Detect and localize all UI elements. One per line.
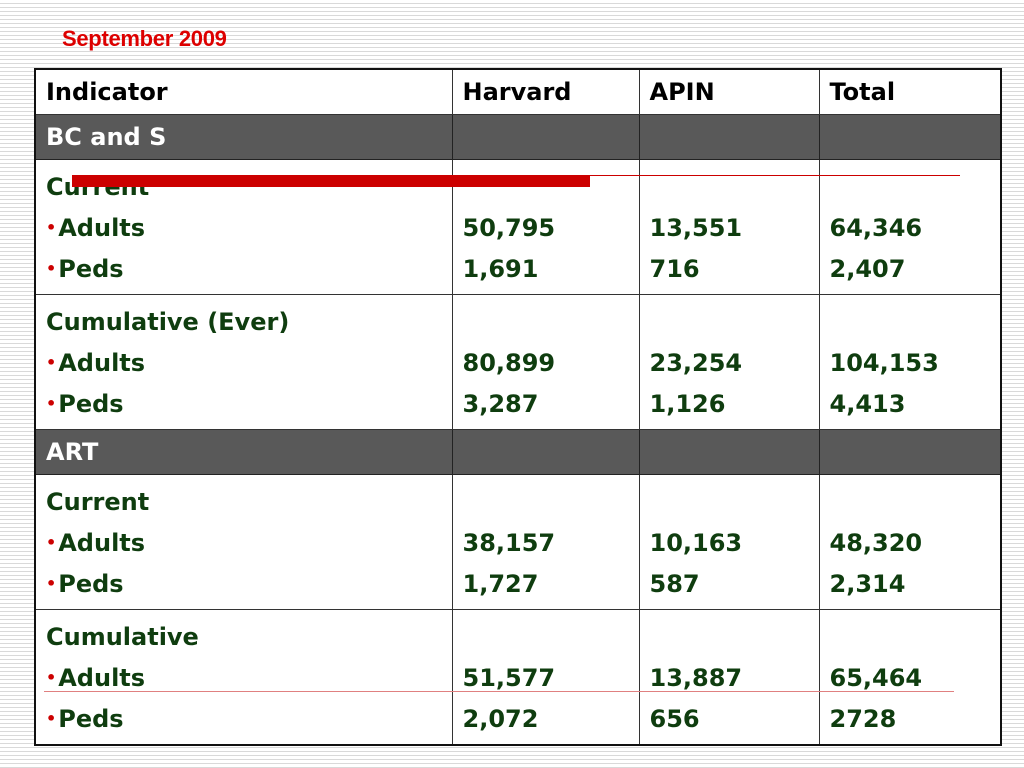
apin-cell: 13,887 656 <box>638 609 820 746</box>
total-cell: 65,464 2728 <box>818 609 1002 746</box>
section-empty-cell <box>818 114 1002 160</box>
row-label: Adults <box>58 529 146 557</box>
strikethrough-bar <box>72 175 590 187</box>
bullet-icon: • <box>46 574 57 593</box>
list-item: •Adults <box>46 343 452 384</box>
apin-value: 1,126 <box>649 390 726 418</box>
total-value: 64,346 <box>829 214 923 242</box>
harvard-cell: 80,899 3,287 <box>451 294 640 430</box>
list-item: •Peds <box>46 384 452 425</box>
total-value: 2,314 <box>829 570 906 598</box>
section-empty-cell <box>451 114 640 160</box>
apin-value: 10,163 <box>649 529 743 557</box>
row-label: Peds <box>58 705 124 733</box>
indicator-cell: Cumulative •Adults •Peds <box>34 609 453 746</box>
total-value: 104,153 <box>829 349 939 377</box>
section-empty-cell <box>451 429 640 475</box>
indicator-cell: Current •Adults •Peds <box>34 474 453 610</box>
row-label: Peds <box>58 255 124 283</box>
indicator-table: Indicator Harvard APIN Total BC and S Cu… <box>34 68 1002 746</box>
header-total: Total <box>818 68 1002 115</box>
harvard-value: 38,157 <box>462 529 556 557</box>
section-label: ART <box>34 429 453 475</box>
underline-rule <box>44 691 954 692</box>
total-value: 65,464 <box>829 664 923 692</box>
bullet-icon: • <box>46 668 57 687</box>
section-empty-cell <box>638 114 820 160</box>
harvard-value: 1,727 <box>462 570 539 598</box>
bullet-icon: • <box>46 259 57 278</box>
header-harvard: Harvard <box>451 68 640 115</box>
harvard-value: 3,287 <box>462 390 539 418</box>
apin-value: 23,254 <box>649 349 743 377</box>
group-label: Cumulative <box>46 623 199 651</box>
row-label: Adults <box>58 349 146 377</box>
header-indicator: Indicator <box>34 68 453 115</box>
total-value: 2728 <box>829 705 897 733</box>
group-label: Cumulative (Ever) <box>46 308 290 336</box>
bullet-icon: • <box>46 353 57 372</box>
list-item: •Peds <box>46 699 452 740</box>
harvard-cell: 38,157 1,727 <box>451 474 640 610</box>
harvard-value: 51,577 <box>462 664 556 692</box>
row-label: Peds <box>58 390 124 418</box>
header-row: Indicator Harvard APIN Total <box>34 68 1002 115</box>
total-value: 2,407 <box>829 255 906 283</box>
bullet-icon: • <box>46 394 57 413</box>
apin-cell: 23,254 1,126 <box>638 294 820 430</box>
row-label: Peds <box>58 570 124 598</box>
indicator-cell: Cumulative (Ever) •Adults •Peds <box>34 294 453 430</box>
harvard-cell: 51,577 2,072 <box>451 609 640 746</box>
group-row-art-cumulative: Cumulative •Adults •Peds 51,577 2,072 13… <box>34 609 1002 746</box>
bullet-icon: • <box>46 709 57 728</box>
total-cell: 64,346 2,407 <box>818 159 1002 295</box>
apin-value: 13,887 <box>649 664 743 692</box>
total-cell: 104,153 4,413 <box>818 294 1002 430</box>
section-empty-cell <box>638 429 820 475</box>
bullet-icon: • <box>46 218 57 237</box>
apin-cell: 13,551 716 <box>638 159 820 295</box>
group-label: Current <box>46 173 150 201</box>
strikethrough-line <box>590 175 960 176</box>
row-label: Adults <box>58 214 146 242</box>
header-apin: APIN <box>638 68 820 115</box>
row-label: Adults <box>58 664 146 692</box>
section-empty-cell <box>818 429 1002 475</box>
total-value: 48,320 <box>829 529 923 557</box>
section-row-art: ART <box>34 429 1002 475</box>
list-item: •Adults <box>46 208 452 249</box>
section-label: BC and S <box>34 114 453 160</box>
apin-cell: 10,163 587 <box>638 474 820 610</box>
group-row-bcs-cumulative: Cumulative (Ever) •Adults •Peds 80,899 3… <box>34 294 1002 430</box>
harvard-value: 2,072 <box>462 705 539 733</box>
total-value: 4,413 <box>829 390 906 418</box>
list-item: •Peds <box>46 249 452 290</box>
apin-value: 656 <box>649 705 700 733</box>
bullet-icon: • <box>46 533 57 552</box>
list-item: •Adults <box>46 523 452 564</box>
list-item: •Adults <box>46 658 452 699</box>
apin-value: 13,551 <box>649 214 743 242</box>
harvard-value: 50,795 <box>462 214 556 242</box>
slide-date-title: September 2009 <box>62 26 227 51</box>
group-label: Current <box>46 488 150 516</box>
apin-value: 587 <box>649 570 700 598</box>
apin-value: 716 <box>649 255 700 283</box>
section-row-bc-and-s: BC and S <box>34 114 1002 160</box>
harvard-value: 1,691 <box>462 255 539 283</box>
group-row-art-current: Current •Adults •Peds 38,157 1,727 10,16… <box>34 474 1002 610</box>
list-item: •Peds <box>46 564 452 605</box>
harvard-value: 80,899 <box>462 349 556 377</box>
total-cell: 48,320 2,314 <box>818 474 1002 610</box>
